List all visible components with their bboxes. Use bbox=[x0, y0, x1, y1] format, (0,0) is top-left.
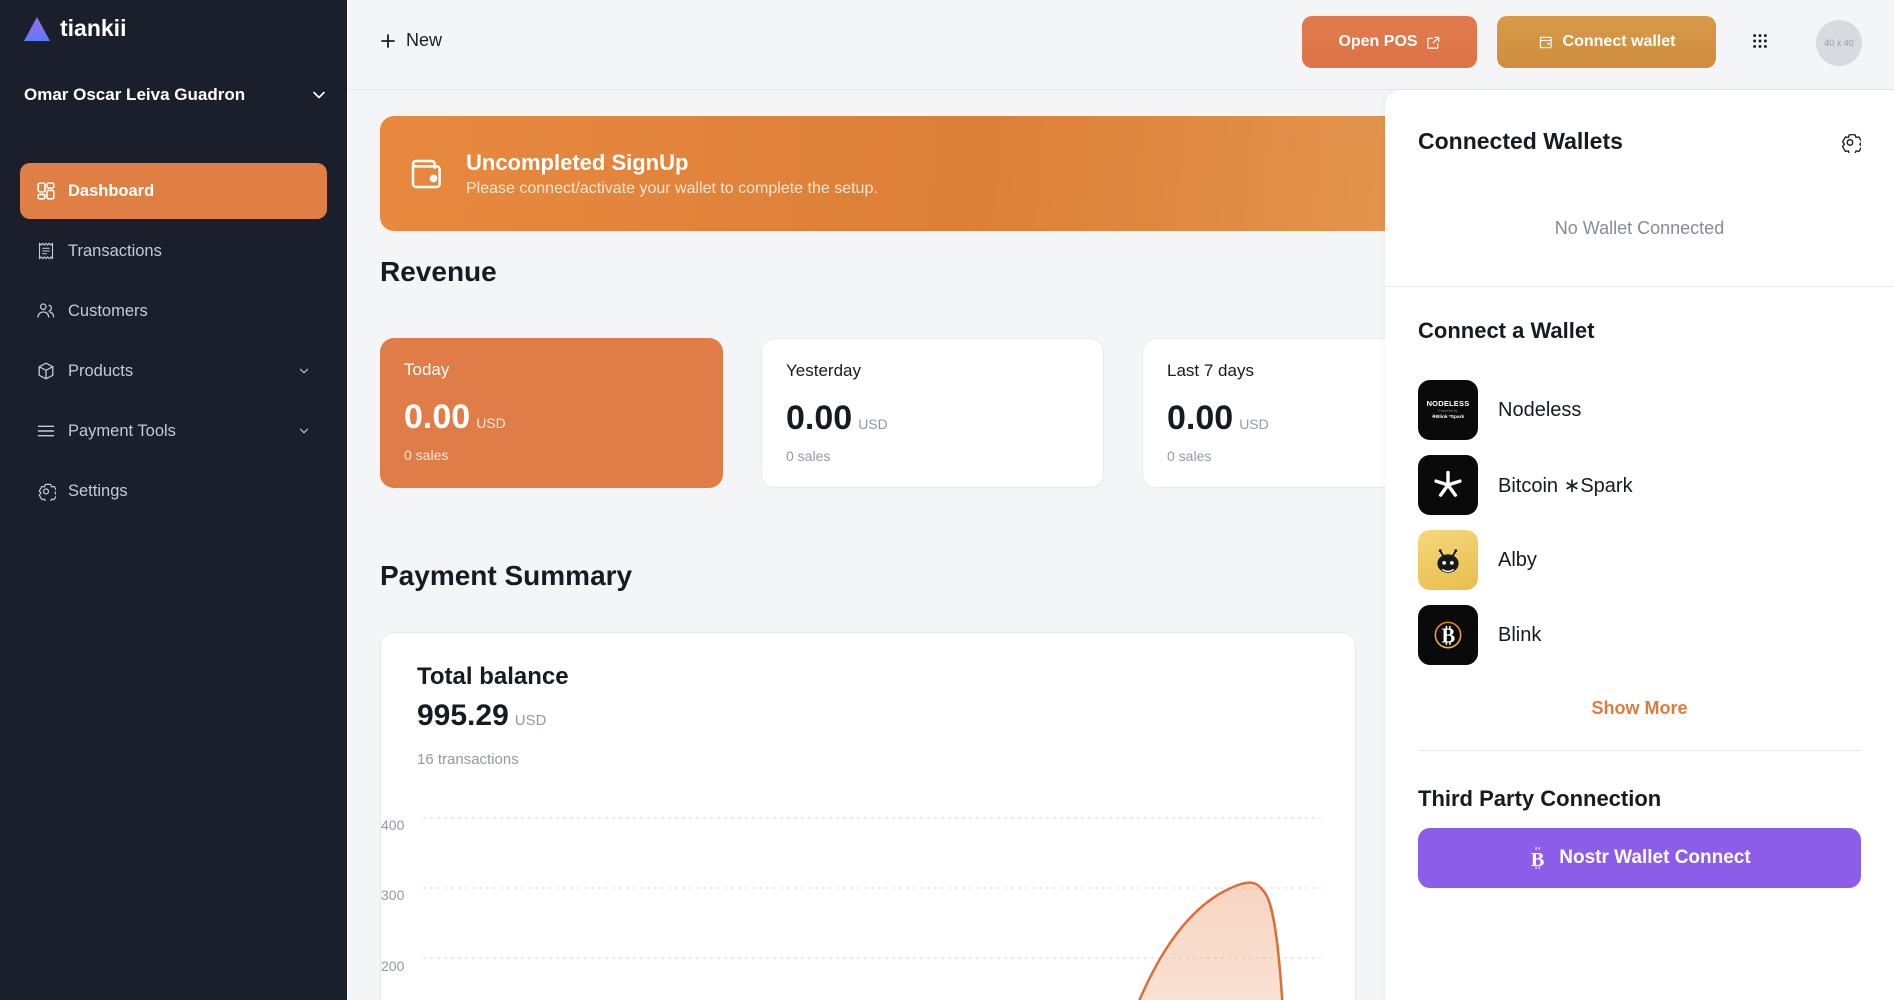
svg-text:B: B bbox=[1531, 849, 1545, 870]
svg-text:B: B bbox=[1441, 626, 1455, 648]
